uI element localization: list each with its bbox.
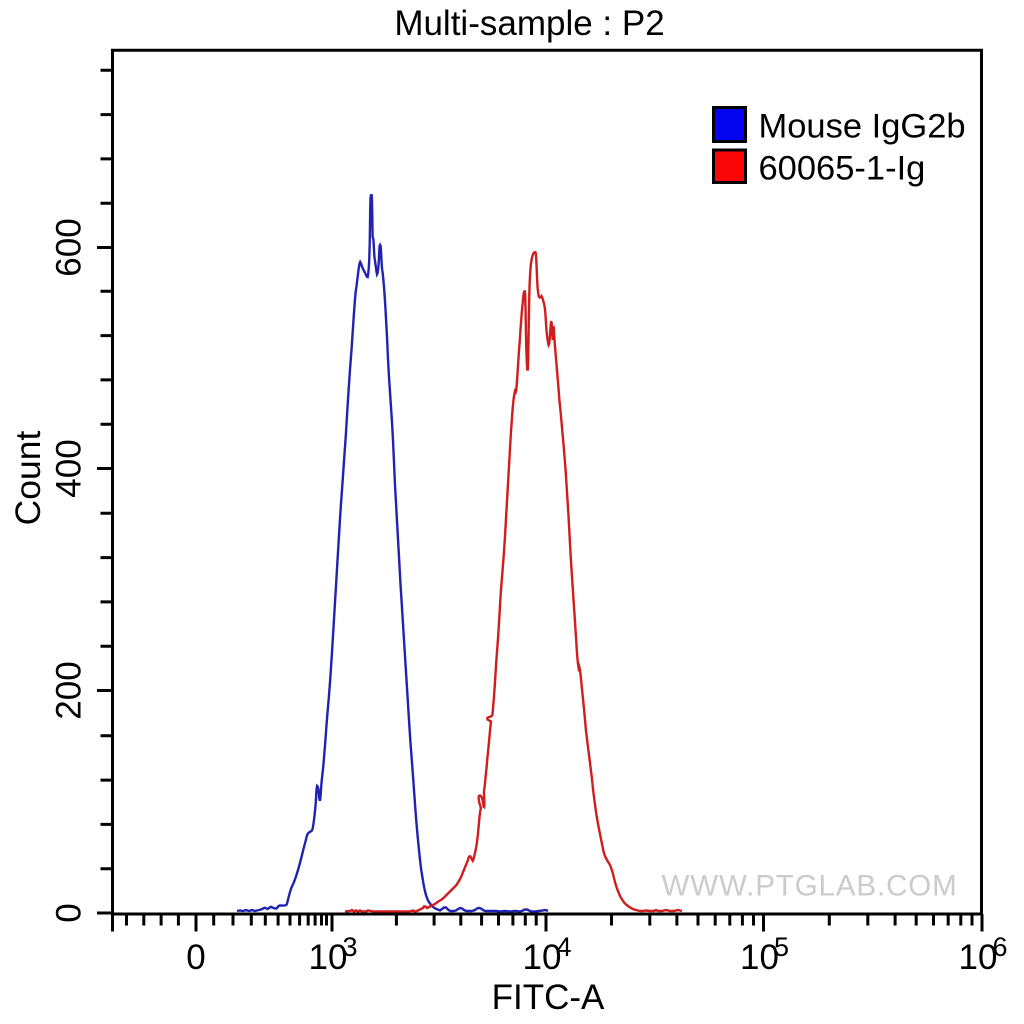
svg-text:5: 5 <box>774 932 789 962</box>
svg-text:Count: Count <box>8 431 48 526</box>
svg-text:4: 4 <box>557 932 572 962</box>
svg-text:FITC-A: FITC-A <box>492 978 605 1017</box>
svg-text:WWW.PTGLAB.COM: WWW.PTGLAB.COM <box>662 870 958 903</box>
svg-text:10: 10 <box>309 938 348 977</box>
svg-text:200: 200 <box>50 661 89 719</box>
svg-text:3: 3 <box>343 932 358 962</box>
svg-text:6: 6 <box>993 932 1008 962</box>
svg-text:Multi-sample : P2: Multi-sample : P2 <box>394 4 664 43</box>
svg-text:10: 10 <box>523 938 562 977</box>
svg-text:0: 0 <box>50 903 89 922</box>
svg-text:400: 400 <box>50 439 89 497</box>
svg-text:600: 600 <box>50 218 89 276</box>
svg-text:10: 10 <box>959 938 998 977</box>
svg-text:10: 10 <box>740 938 779 977</box>
svg-text:0: 0 <box>186 938 205 977</box>
svg-text:Mouse IgG2b: Mouse IgG2b <box>759 108 966 146</box>
svg-text:60065-1-Ig: 60065-1-Ig <box>759 150 926 188</box>
